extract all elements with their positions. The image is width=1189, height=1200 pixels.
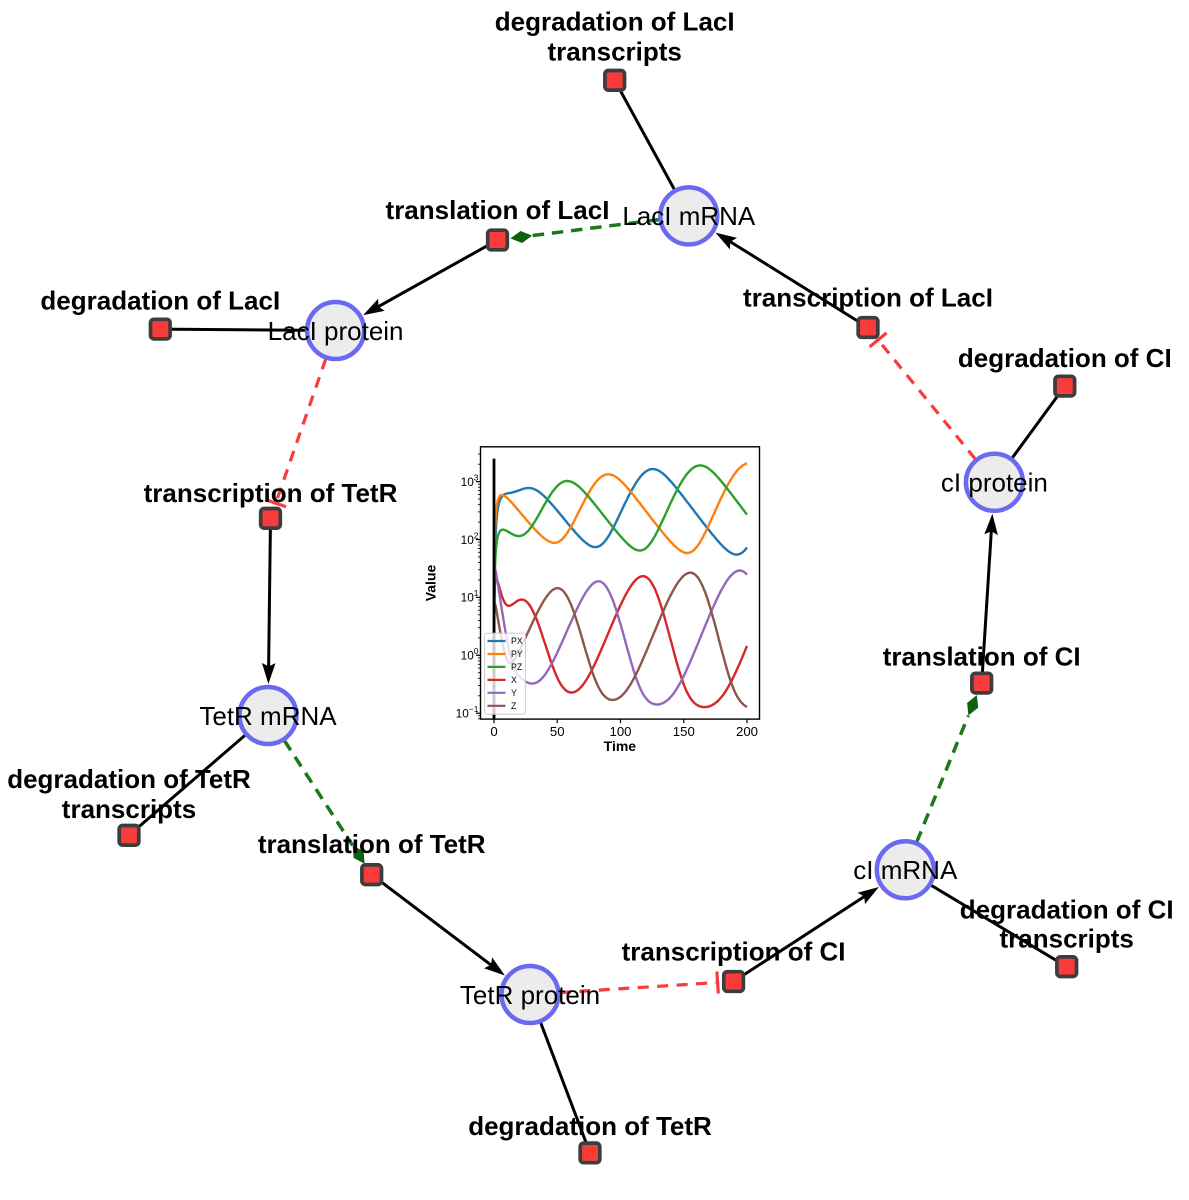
svg-text:150: 150 [673,724,695,739]
svg-text:PY: PY [511,649,523,659]
svg-text:X: X [511,675,517,685]
svg-text:degradation of CI: degradation of CI [960,895,1174,925]
svg-text:TetR protein: TetR protein [460,980,600,1010]
svg-text:transcripts: transcripts [62,794,196,824]
svg-text:PX: PX [511,636,523,646]
svg-text:Y: Y [511,688,517,698]
svg-text:100: 100 [609,724,631,739]
svg-text:PZ: PZ [511,662,523,672]
svg-text:LacI mRNA: LacI mRNA [622,201,756,231]
svg-text:translation of LacI: translation of LacI [386,195,610,225]
svg-text:translation of TetR: translation of TetR [258,829,486,859]
svg-text:200: 200 [736,724,758,739]
svg-text:transcripts: transcripts [1000,923,1134,953]
svg-text:50: 50 [550,724,565,739]
svg-text:cI protein: cI protein [941,468,1048,498]
svg-text:degradation of CI: degradation of CI [958,343,1172,373]
svg-text:0: 0 [490,724,497,739]
svg-text:transcription of TetR: transcription of TetR [144,478,398,508]
svg-text:cI mRNA: cI mRNA [853,855,958,885]
svg-text:Value: Value [423,565,439,602]
svg-text:transcription of CI: transcription of CI [622,937,846,967]
svg-text:degradation of TetR: degradation of TetR [7,764,251,794]
svg-text:degradation of TetR: degradation of TetR [468,1111,712,1141]
svg-text:translation of CI: translation of CI [883,641,1081,671]
svg-text:transcripts: transcripts [548,37,682,67]
svg-text:Time: Time [604,738,637,754]
svg-text:degradation of LacI: degradation of LacI [40,286,280,316]
svg-text:degradation of LacI: degradation of LacI [495,7,735,37]
svg-text:Z: Z [511,701,517,711]
svg-text:LacI protein: LacI protein [268,316,404,346]
svg-text:transcription of LacI: transcription of LacI [743,283,993,313]
svg-text:TetR mRNA: TetR mRNA [199,701,337,731]
